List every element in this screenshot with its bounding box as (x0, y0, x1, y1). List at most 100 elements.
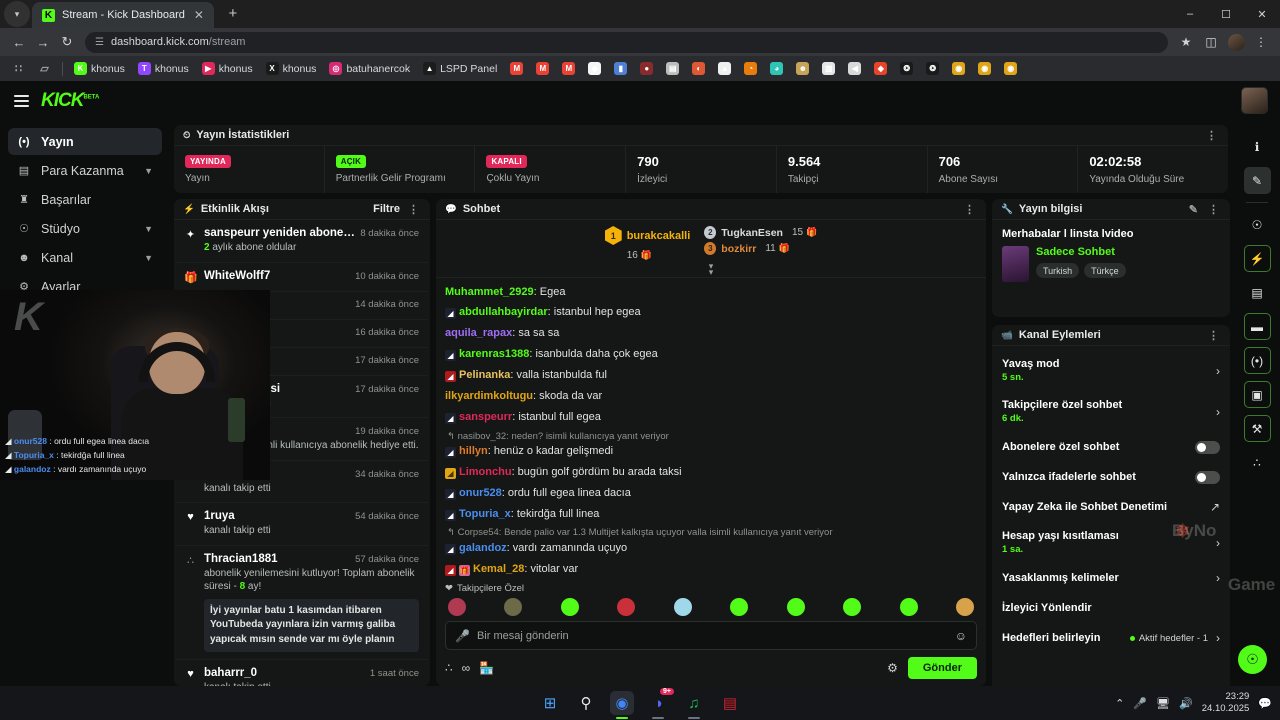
sidebar-item-4[interactable]: ☻ Kanal ▼ (8, 244, 162, 271)
filter-button[interactable]: Filtre (373, 203, 400, 215)
chevron-down-icon[interactable]: ▼ (144, 223, 153, 234)
hamburger-icon[interactable] (14, 95, 29, 107)
channel-action-1[interactable]: Takipçilere özel sohbet 6 dk. › (992, 391, 1230, 432)
emote-10[interactable] (955, 598, 974, 616)
bookmark-duck[interactable]: ◐ (687, 60, 710, 77)
list-item[interactable]: ♥ 1ruya 54 dakika önce kanalı takip etti (176, 503, 428, 546)
channel-action-3[interactable]: Yalnızca ifadelerle sohbet (992, 462, 1230, 492)
bookmark-lspd-panel[interactable]: ▲ LSPD Panel (418, 60, 502, 77)
close-window-button[interactable]: ✕ (1257, 8, 1267, 21)
discord-taskbar-icon[interactable]: ◑ 9+ (646, 688, 674, 719)
headset-support-icon[interactable]: ☉ (1238, 645, 1267, 674)
info-icon[interactable]: ℹ (1254, 139, 1260, 154)
channel-action-2[interactable]: Abonelere özel sohbet (992, 432, 1230, 462)
maximize-button[interactable]: ☐ (1221, 8, 1231, 21)
bookmark-orange[interactable]: ◆ (869, 60, 892, 77)
sidebar-item-2[interactable]: ♜ Başarılar (8, 186, 162, 213)
video-icon[interactable]: ▣ (1243, 381, 1271, 408)
chevron-right-icon[interactable]: › (1216, 571, 1220, 585)
bookmark-target-2[interactable]: ◉ (973, 60, 996, 77)
sidebar-item-1[interactable]: ▤ Para Kazanma ▼ (8, 157, 162, 184)
bookmark-white-box[interactable]: ▲ (713, 60, 736, 77)
emote-2[interactable] (504, 598, 523, 616)
chat-username[interactable]: hillyn (459, 445, 488, 458)
bookmark-film-2[interactable]: ❂ (921, 60, 944, 77)
chat-username[interactable]: Limonchu (459, 466, 512, 478)
chat-username[interactable]: Topuria_x (459, 507, 511, 520)
address-bar[interactable]: ☰ dashboard.kick.com/stream (85, 31, 1168, 53)
sidebar-item-3[interactable]: ☉ Stüdyo ▼ (8, 215, 162, 242)
channel-action-8[interactable]: Hedefleri belirleyin Aktif hedefler - 1 › (992, 623, 1230, 653)
bookmark-folder[interactable]: ▱ (33, 60, 56, 77)
bookmark-star-icon[interactable]: ★ (1180, 35, 1192, 49)
chat-username[interactable]: aquila_rapax (445, 327, 513, 340)
list-item[interactable]: 🎁 WhiteWolff7 10 dakika önce (176, 263, 428, 292)
bookmark-gmail-3[interactable]: M (557, 60, 580, 77)
top-gifter-line[interactable]: 2 TugkanEsen 15 🎁 (704, 226, 817, 239)
minimize-button[interactable]: – (1186, 8, 1194, 20)
volume-icon[interactable]: 🔊 (1179, 697, 1193, 710)
close-icon[interactable]: ✕ (193, 8, 204, 22)
microphone-icon[interactable]: 🎤 (455, 628, 470, 643)
chevron-down-icon[interactable]: ▼ (144, 252, 153, 263)
activity-list[interactable]: ✦ sanspeurr yeniden abone oldu!8 dakika ö… (174, 220, 430, 686)
infinity-icon[interactable]: ∞ (461, 661, 471, 675)
toggle-switch[interactable] (1195, 470, 1220, 484)
chat-username[interactable]: abdullahbayirdar (459, 306, 548, 319)
bookmark-target-1[interactable]: ◉ (947, 60, 970, 77)
start-button[interactable]: ⊞ (538, 691, 562, 715)
chat-messages[interactable]: Muhammet_2929: Egea ◢ abdullahbayirdar: is… (436, 278, 986, 584)
external-link-icon[interactable]: ↗ (1209, 500, 1220, 514)
stream-tag[interactable]: Türkçe (1084, 263, 1126, 278)
browser-tab[interactable]: K Stream - Kick Dashboard ✕ (32, 2, 214, 28)
channel-action-7[interactable]: İzleyici Yönlendir (992, 593, 1230, 623)
chat-username[interactable]: sanspeurr (459, 411, 513, 424)
lightning-icon[interactable]: ⚡ (1243, 245, 1271, 272)
bookmark-apps-grid[interactable]: ∷ (7, 60, 30, 77)
channel-action-4[interactable]: Yapay Zeka ile Sohbet Denetimi ↗ (992, 492, 1230, 522)
chevron-right-icon[interactable]: › (1216, 404, 1220, 419)
emote-9[interactable] (899, 598, 918, 616)
wrench-icon[interactable]: ⚒ (1243, 415, 1271, 442)
kick-logo[interactable]: KICKBETA (41, 90, 100, 111)
taskbar-clock[interactable]: 23:29 24.10.2025 (1202, 691, 1250, 715)
sidebar-item-0[interactable]: (•) Yayın (8, 128, 162, 155)
channel-action-6[interactable]: Yasaklanmış kelimeler › (992, 563, 1230, 593)
emote-7[interactable] (786, 598, 805, 616)
gear-icon[interactable]: ⚙ (887, 661, 898, 675)
pencil-icon[interactable]: ✎ (1243, 167, 1271, 194)
send-button[interactable]: Gönder (907, 657, 977, 679)
notes-icon[interactable]: ▤ (1251, 285, 1263, 300)
profile-avatar[interactable] (1225, 31, 1247, 53)
list-item[interactable]: ♥ baharrr_0 1 saat önce kanalı takip etti (176, 660, 428, 686)
list-item[interactable]: ∴ Thracian1881 57 dakika önce abonelik yeni… (176, 546, 428, 660)
network-icon[interactable]: 🖥 (1156, 697, 1171, 710)
bookmark-news[interactable]: ▤ (661, 60, 684, 77)
chat-username[interactable]: Kemal_28 (473, 562, 525, 575)
bookmark-book[interactable]: ▥ (817, 60, 840, 77)
emoji-icon[interactable]: ☺ (954, 628, 967, 643)
chat-username[interactable]: galandoz (459, 541, 507, 554)
chat-username[interactable]: onur528 (459, 486, 502, 499)
microphone-icon[interactable]: 🎤 (1133, 697, 1148, 710)
bookmark-gmail-1[interactable]: M (505, 60, 528, 77)
spotify-taskbar-icon[interactable]: ♫ (682, 691, 706, 719)
voicemeeter-taskbar-icon[interactable]: ▤ (718, 691, 742, 715)
emote-6[interactable] (730, 598, 749, 616)
bookmark-instagram-batuhanercok[interactable]: ◎ batuhanercok (324, 60, 415, 77)
chevron-right-icon[interactable]: › (1216, 363, 1220, 378)
bookmark-teal[interactable]: ◕ (765, 60, 788, 77)
collapse-chevrons-icon[interactable]: ▾ ▾ (436, 262, 986, 278)
chevron-right-icon[interactable]: › (1216, 631, 1220, 645)
identity-icon[interactable]: ∴ (1253, 455, 1261, 470)
channel-action-5[interactable]: Hesap yaşı kısıtlaması 1 sa. › (992, 522, 1230, 563)
chevron-right-icon[interactable]: › (1216, 535, 1220, 550)
chat-username[interactable]: Pelinanka (459, 369, 511, 382)
toggle-switch[interactable] (1195, 440, 1220, 454)
chevron-down-icon[interactable]: ▼ (144, 165, 153, 176)
bookmark-clip[interactable]: ▮ (609, 60, 632, 77)
search-button[interactable]: ⚲ (574, 691, 598, 715)
tab-search-button[interactable]: ▾ (4, 1, 30, 27)
bookmark-face[interactable]: ☻ (791, 60, 814, 77)
